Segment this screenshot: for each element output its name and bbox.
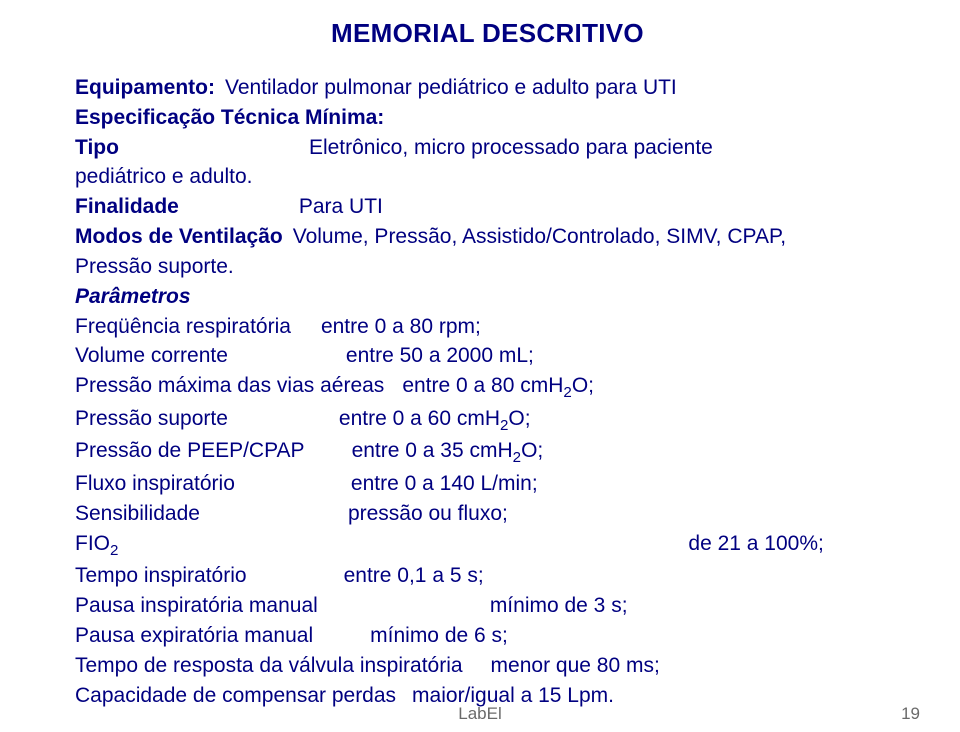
vol-value: entre 50 a 2000 mL; (346, 341, 534, 371)
peep-value-pre: entre 0 a 35 cmH (352, 439, 513, 462)
fio2-label: FIO2 (75, 529, 118, 562)
line-sens: Sensibilidade pressão ou fluxo; (75, 499, 900, 529)
freq-value: entre 0 a 80 rpm; (321, 312, 481, 342)
tinsp-label: Tempo inspiratório (75, 561, 247, 591)
line-pmax: Pressão máxima das vias aéreas entre 0 a… (75, 371, 900, 404)
peep-value: entre 0 a 35 cmH2O; (352, 436, 544, 469)
tipo-value: Eletrônico, micro processado para pacien… (309, 133, 713, 163)
page-title: MEMORIAL DESCRITIVO (75, 18, 900, 49)
line-fluxo: Fluxo inspiratório entre 0 a 140 L/min; (75, 469, 900, 499)
modos-value: Volume, Pressão, Assistido/Controlado, S… (293, 222, 786, 252)
peep-label: Pressão de PEEP/CPAP (75, 436, 305, 466)
modos-label: Modos de Ventilação (75, 222, 283, 252)
line-especificacao: Especificação Técnica Mínima: (75, 103, 900, 133)
tresp-value: menor que 80 ms; (491, 651, 660, 681)
line-tinsp: Tempo inspiratório entre 0,1 a 5 s; (75, 561, 900, 591)
pmax-value-pre: entre 0 a 80 cmH (402, 374, 563, 397)
line-freq: Freqüência respiratória entre 0 a 80 rpm… (75, 312, 900, 342)
tinsp-value: entre 0,1 a 5 s; (344, 561, 484, 591)
sens-value: pressão ou fluxo; (348, 499, 508, 529)
line-equipamento: Equipamento: Ventilador pulmonar pediátr… (75, 73, 900, 103)
psup-value-pre: entre 0 a 60 cmH (339, 407, 500, 430)
document-page: MEMORIAL DESCRITIVO Equipamento: Ventila… (0, 0, 960, 732)
fio2-label-pre: FIO (75, 532, 110, 555)
footer-label: LabEl (458, 704, 501, 724)
line-tipo: Tipo Eletrônico, micro processado para p… (75, 133, 900, 163)
line-pausa-exp: Pausa expiratória manual mínimo de 6 s; (75, 621, 900, 651)
footer: LabEl 19 (0, 704, 960, 724)
line-finalidade: Finalidade Para UTI (75, 192, 900, 222)
pressao-suporte-top: Pressão suporte. (75, 252, 234, 282)
line-tresp: Tempo de resposta da válvula inspiratóri… (75, 651, 900, 681)
equipamento-value: Ventilador pulmonar pediátrico e adulto … (225, 73, 677, 103)
line-fio2: FIO2 de 21 a 100%; (75, 529, 900, 562)
parametros-hdr: Parâmetros (75, 282, 191, 312)
fio2-sub: 2 (110, 542, 118, 559)
fluxo-label: Fluxo inspiratório (75, 469, 235, 499)
freq-label: Freqüência respiratória (75, 312, 291, 342)
pmax-value: entre 0 a 80 cmH2O; (402, 371, 594, 404)
psup-value: entre 0 a 60 cmH2O; (339, 404, 531, 437)
line-modos: Modos de Ventilação Volume, Pressão, Ass… (75, 222, 900, 252)
pausa-exp-value: mínimo de 6 s; (370, 621, 508, 651)
pausa-insp-label: Pausa inspiratória manual (75, 591, 318, 621)
sens-label: Sensibilidade (75, 499, 200, 529)
peep-value-post: O; (521, 439, 543, 462)
peep-sub: 2 (513, 450, 521, 467)
psup-label: Pressão suporte (75, 404, 228, 434)
pausa-insp-value: mínimo de 3 s; (490, 591, 628, 621)
fio2-value: de 21 a 100%; (688, 529, 823, 559)
vol-label: Volume corrente (75, 341, 228, 371)
especificacao-label: Especificação Técnica Mínima: (75, 103, 384, 133)
psup-value-post: O; (508, 407, 530, 430)
line-peep: Pressão de PEEP/CPAP entre 0 a 35 cmH2O; (75, 436, 900, 469)
footer-page-number: 19 (901, 704, 920, 724)
line-pediatrico: pediátrico e adulto. (75, 162, 900, 192)
line-pausa-insp: Pausa inspiratória manual mínimo de 3 s; (75, 591, 900, 621)
pmax-label: Pressão máxima das vias aéreas (75, 371, 384, 401)
pmax-value-post: O; (572, 374, 594, 397)
tresp-label: Tempo de resposta da válvula inspiratóri… (75, 651, 463, 681)
finalidade-label: Finalidade (75, 192, 179, 222)
finalidade-value: Para UTI (299, 192, 383, 222)
line-parametros-hdr: Parâmetros (75, 282, 900, 312)
fluxo-value: entre 0 a 140 L/min; (351, 469, 538, 499)
equipamento-label: Equipamento: (75, 73, 215, 103)
pmax-sub: 2 (563, 384, 571, 401)
pausa-exp-label: Pausa expiratória manual (75, 621, 313, 651)
tipo-label: Tipo (75, 133, 119, 163)
line-psup: Pressão suporte entre 0 a 60 cmH2O; (75, 404, 900, 437)
line-pressao-suporte-top: Pressão suporte. (75, 252, 900, 282)
line-vol: Volume corrente entre 50 a 2000 mL; (75, 341, 900, 371)
pediatrico-text: pediátrico e adulto. (75, 162, 252, 192)
